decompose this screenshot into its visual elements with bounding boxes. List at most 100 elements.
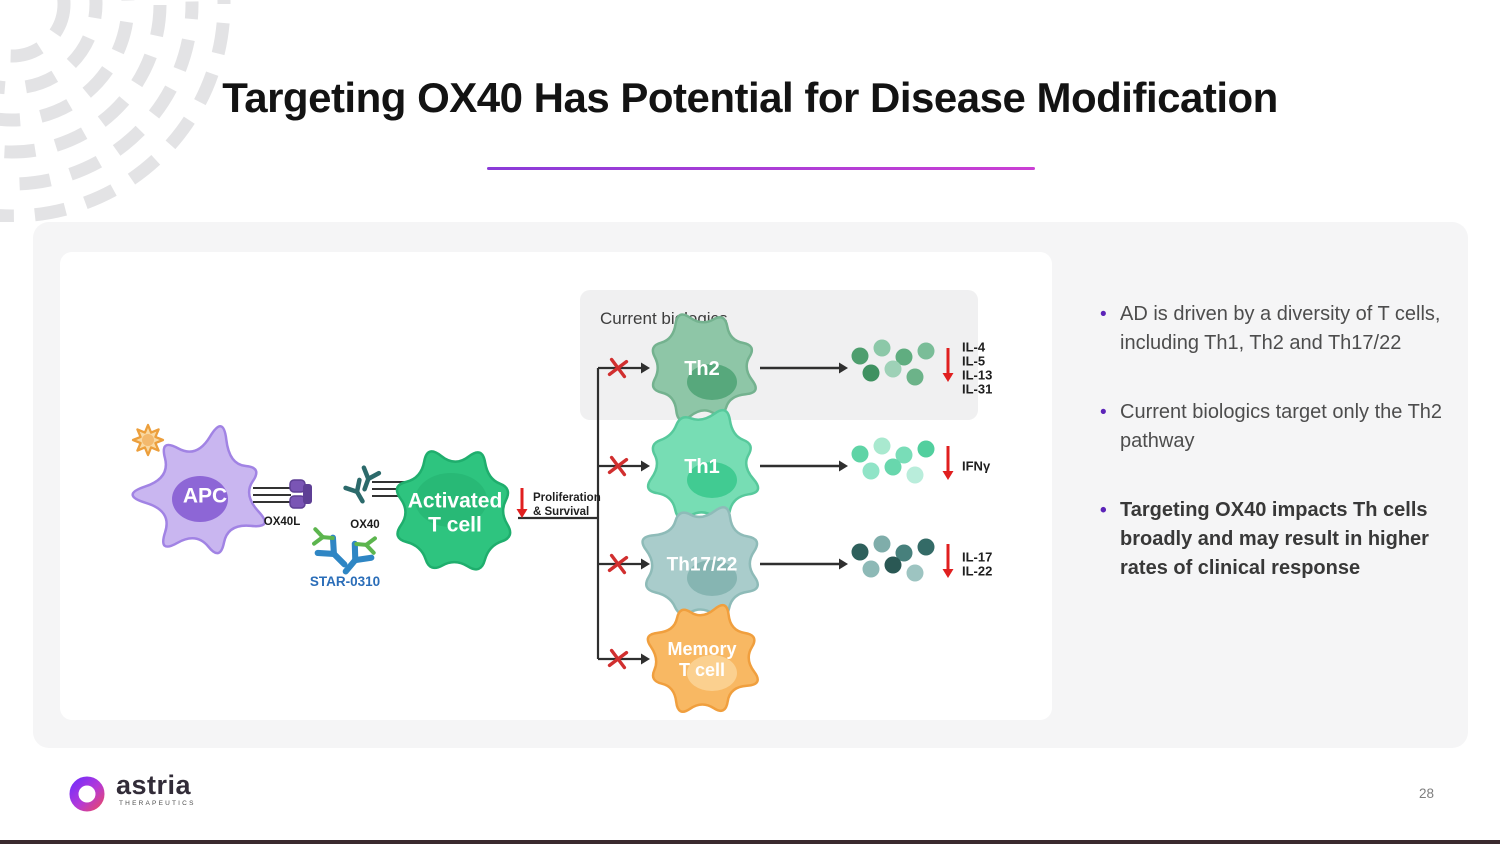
cytokine-label: IL-4: [962, 340, 986, 355]
blocked-x-icon: [607, 648, 629, 670]
cell-label: T cell: [428, 513, 482, 536]
cytokine-dot: [851, 347, 869, 365]
title-underline-accent: [487, 167, 1035, 170]
decrease-arrow-head: [942, 471, 954, 480]
receptor-block: [289, 479, 306, 493]
cytokine-dot: [862, 364, 880, 382]
cytokine-dot: [862, 560, 880, 578]
cell-nucleus: [687, 655, 737, 691]
star-0310-antibodies: [312, 527, 377, 575]
page-number: 28: [1418, 786, 1434, 801]
bullet-item: • Targeting OX40 impacts Th cells broadly…: [1100, 496, 1450, 583]
cell-nucleus: [687, 462, 737, 498]
antibody-icon: [312, 527, 335, 546]
blocked-x-icon: [607, 357, 629, 379]
cytokine-dot: [862, 462, 880, 480]
bullet-marker: •: [1100, 500, 1107, 521]
cytokine-dot: [917, 342, 935, 360]
arrow-head: [641, 558, 650, 570]
cytokine-label: IFNγ: [962, 459, 991, 474]
cytokine-dot: [884, 556, 902, 574]
cell-nucleus: [415, 473, 487, 527]
decrease-arrow-head: [942, 373, 954, 382]
cytokine-dot: [906, 564, 924, 582]
arrow-head: [839, 362, 848, 374]
cytokine-dot: [873, 437, 891, 455]
arrow-head: [839, 558, 848, 570]
cell-label: T cell: [679, 660, 725, 680]
cytokine-dot: [873, 535, 891, 553]
cell-nucleus: [687, 560, 737, 596]
proliferation-label: Proliferation: [533, 492, 601, 504]
apc-cell-body: APC: [131, 425, 267, 555]
proliferation-survival-annotation: Proliferation & Survival: [516, 488, 601, 518]
antibody-icon: [361, 465, 382, 492]
pathway-cell-th1: Th1: [646, 408, 760, 522]
blocked-x-icon: [607, 553, 629, 575]
cell-label: Memory: [667, 639, 736, 659]
antigen-star-icon: [131, 423, 165, 457]
apc-cell: APC: [131, 423, 267, 555]
antibody-icon: [314, 534, 348, 568]
cytokine-label: IL-31: [962, 382, 992, 397]
star-0310-label: STAR-0310: [310, 574, 380, 589]
cytokine-dot: [917, 538, 935, 556]
bullet-item: • Current biologics target only the Th2 p…: [1100, 398, 1450, 456]
bullet-text: Current biologics target only the Th2 pa…: [1120, 401, 1443, 452]
cell-nucleus: [687, 364, 737, 400]
branch-lines: [518, 357, 848, 670]
cytokine-label: IL-22: [962, 564, 992, 579]
arrow-head: [641, 653, 650, 665]
cell-label: APC: [183, 484, 227, 507]
blocked-x-icon: [607, 455, 629, 477]
cytokine-dot: [851, 543, 869, 561]
bottom-edge-bar: [0, 840, 1500, 844]
cell-label: Activated: [408, 489, 503, 512]
cytokine-label: IL-17: [962, 550, 992, 565]
arrow-head: [641, 362, 650, 374]
brand-text-block: astria THERAPEUTICS: [116, 770, 196, 808]
antibody-icon: [343, 477, 365, 504]
bullet-list: • AD is driven by a diversity of T cells,…: [1100, 300, 1450, 623]
arrow-head: [641, 460, 650, 472]
bullet-item: • AD is driven by a diversity of T cells,…: [1100, 300, 1450, 358]
receptor-block: [289, 495, 306, 509]
bullet-marker: •: [1100, 304, 1107, 325]
cytokine-dots-2: IFNγ: [851, 437, 991, 484]
pathway-cell-th17-22: Th17/22: [641, 506, 760, 619]
brand-name: astria: [116, 770, 192, 800]
cytokine-dot: [884, 458, 902, 476]
cell-nucleus: [172, 476, 228, 522]
company-logo: astria THERAPEUTICS: [68, 772, 196, 816]
cytokine-dot: [906, 466, 924, 484]
cytokine-dot: [895, 544, 913, 562]
decorative-arc: [0, 0, 71, 63]
receptor-block: [303, 484, 312, 504]
cell-label: Th17/22: [667, 555, 738, 576]
bullet-text: AD is driven by a diversity of T cells, …: [1120, 303, 1441, 354]
ox40-label: OX40: [350, 519, 379, 531]
content-card: Current biologics Proliferation & Survival…: [33, 222, 1468, 748]
brand-subtitle: THERAPEUTICS: [119, 800, 196, 807]
cytokine-dot: [873, 339, 891, 357]
cytokine-dot: [895, 348, 913, 366]
cytokine-label: IL-13: [962, 368, 992, 383]
cytokine-dot: [906, 368, 924, 386]
cell-label: Th2: [684, 358, 720, 380]
arrow-head: [839, 460, 848, 472]
bullet-text: Targeting OX40 impacts Th cells broadly …: [1120, 499, 1429, 579]
antibody-icon: [354, 536, 377, 555]
bullet-marker: •: [1100, 402, 1107, 423]
cell-label: Th1: [684, 456, 720, 478]
decrease-arrow-head: [516, 509, 528, 518]
astria-logo-icon: [69, 776, 106, 812]
ox40l-receptor: [253, 479, 312, 509]
cytokine-dot: [917, 440, 935, 458]
slide-title: Targeting OX40 Has Potential for Disease…: [222, 74, 1278, 121]
